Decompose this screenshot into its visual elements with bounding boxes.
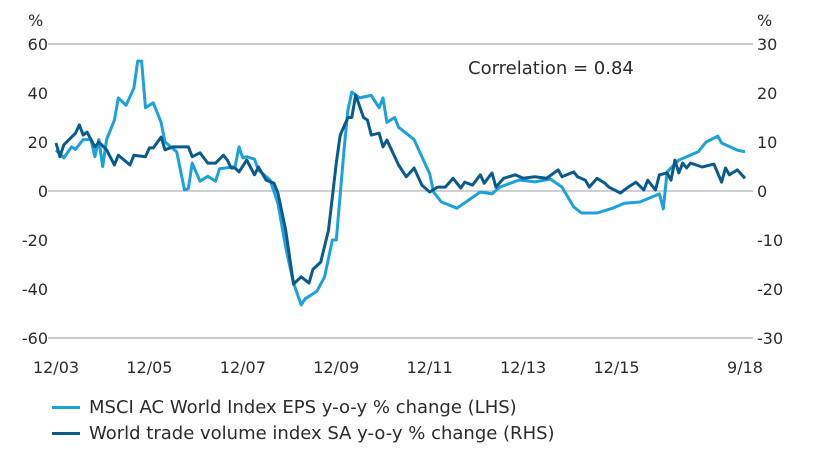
left-axis-tick-label: 0 [38,182,48,201]
legend-label-trade: World trade volume index SA y-o-y % chan… [89,423,555,444]
legend-label-eps: MSCI AC World Index EPS y-o-y % change (… [89,397,517,418]
right-axis-tick-label: 0 [757,182,767,201]
series-line-eps [54,59,746,307]
x-axis-tick-label: 12/15 [593,358,639,377]
left-axis-tick-label: 60 [28,35,48,54]
left-axis-tick-label: 20 [28,133,48,152]
x-axis-tick-label: 12/13 [500,358,546,377]
left-axis-tick-label: -60 [22,329,48,348]
legend-swatch-trade [52,432,80,435]
x-axis-tick-label: 12/11 [407,358,453,377]
left-axis-tick-label: -20 [22,231,48,250]
x-axis-tick-label: 12/09 [313,358,359,377]
right-axis-tick-label: 10 [757,133,777,152]
x-axis-tick-label: 12/07 [220,358,266,377]
left-axis-tick-label: -40 [22,280,48,299]
left-axis-unit: % [28,11,43,30]
legend-item-trade: World trade volume index SA y-o-y % chan… [52,423,555,444]
legend-swatch-eps [52,406,80,409]
right-axis-tick-label: 30 [757,35,777,54]
x-axis-tick-label: 12/05 [126,358,172,377]
right-axis-tick-label: -30 [757,329,783,348]
series-line-trade [54,93,747,286]
right-axis-tick-label: 20 [757,84,777,103]
left-axis-tick-label: 40 [28,84,48,103]
correlation-annotation: Correlation = 0.84 [468,58,634,79]
x-axis-tick-label: 9/18 [727,358,763,377]
x-axis-tick-label: 12/03 [33,358,79,377]
right-axis-tick-label: -20 [757,280,783,299]
right-axis-tick-label: -10 [757,231,783,250]
right-axis-unit: % [757,11,772,30]
legend-item-eps: MSCI AC World Index EPS y-o-y % change (… [52,397,517,418]
